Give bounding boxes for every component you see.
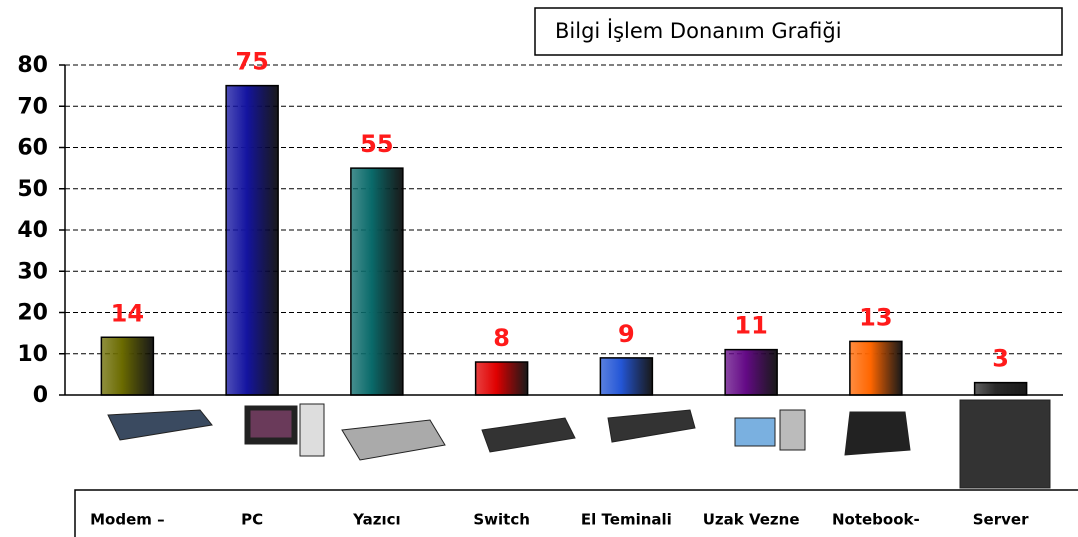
bar	[849, 340, 903, 396]
icon-vezne-2	[779, 409, 806, 451]
x-tick-label: Switch	[473, 511, 530, 529]
y-tick-label: 60	[17, 136, 48, 161]
bar	[724, 348, 778, 396]
value-label: 3	[992, 345, 1009, 373]
value-label: 8	[493, 324, 510, 352]
x-tick-label: Server	[973, 511, 1029, 529]
x-tick-label: Modem –	[90, 511, 165, 529]
x-tick-label: El Teminali	[581, 511, 672, 529]
icon-switch	[481, 417, 576, 453]
value-label: 9	[618, 320, 635, 348]
icon-pc-tower	[299, 403, 325, 457]
icon-vezne	[734, 417, 776, 447]
y-tick-label: 30	[17, 259, 48, 284]
icon-server	[959, 399, 1051, 489]
x-tick-label: Notebook-	[832, 511, 920, 529]
value-label: 11	[734, 312, 767, 340]
y-tick-label: 20	[17, 301, 48, 326]
value-label: 14	[111, 299, 144, 327]
x-tick-label: PC	[241, 511, 263, 529]
icon-modem	[107, 409, 213, 441]
y-tick-label: 0	[33, 383, 48, 408]
y-tick-label: 10	[17, 342, 48, 367]
icon-terminal	[607, 409, 696, 443]
bar	[100, 336, 155, 396]
icons	[107, 399, 1051, 489]
y-tick-label: 80	[17, 53, 48, 78]
value-label: 13	[859, 303, 892, 331]
bar	[225, 84, 279, 396]
icon-pc-screen	[249, 409, 293, 439]
bar	[350, 167, 404, 396]
value-label: 55	[360, 130, 393, 158]
y-tick-label: 70	[17, 94, 48, 119]
icon-printer	[341, 419, 446, 461]
title-box	[534, 7, 1063, 56]
chart-title: Bilgi İşlem Donanım Grafiği	[555, 18, 842, 43]
bar	[474, 361, 529, 396]
bar	[973, 381, 1028, 396]
x-tick-label: Yazıcı	[352, 511, 401, 529]
y-tick-label: 50	[17, 177, 48, 202]
value-label: 75	[235, 48, 268, 76]
bar	[599, 357, 654, 396]
y-tick-label: 40	[17, 218, 48, 243]
x-tick-label: Uzak Vezne	[703, 511, 800, 529]
category-box	[74, 489, 1078, 537]
icon-notebook	[844, 411, 911, 456]
